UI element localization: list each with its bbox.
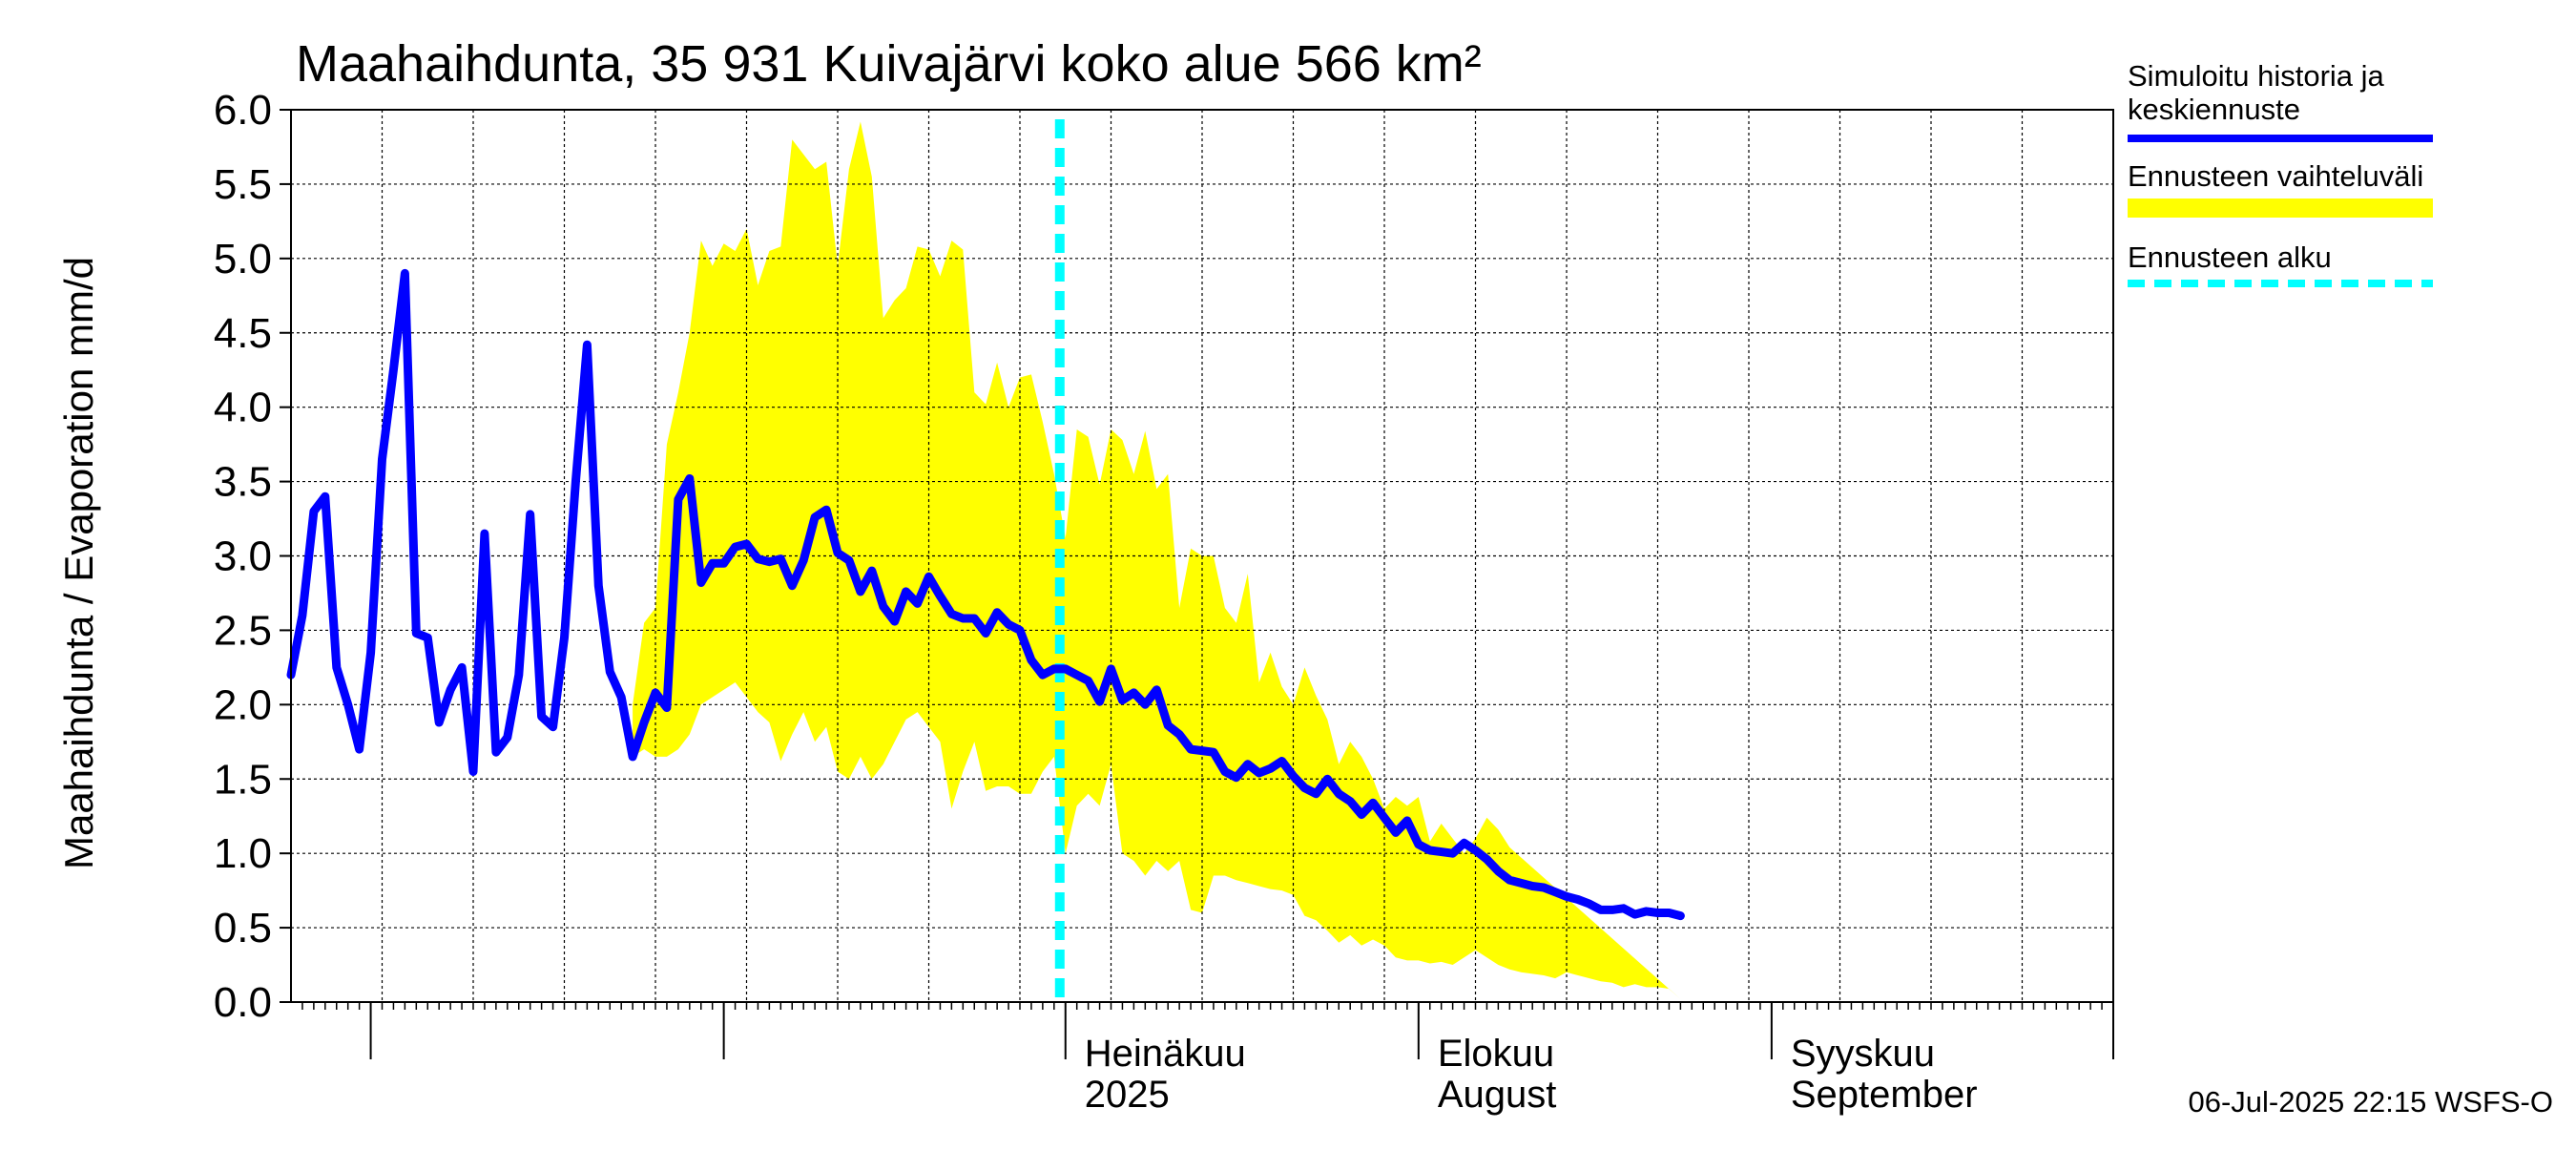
y-tick-label: 3.5 [214, 459, 272, 506]
legend-label: Simuloitu historia ja [2128, 59, 2385, 93]
legend-swatch-band [2128, 199, 2433, 218]
legend-label: keskiennuste [2128, 93, 2300, 126]
series-line-simulated-history-and-mean-forecast [286, 268, 1685, 921]
x-month-label: September [1791, 1074, 1978, 1116]
axes-layer [280, 109, 2114, 1059]
forecast-range-band [633, 121, 1681, 999]
y-tick-label: 2.5 [214, 607, 272, 654]
y-tick-label: 5.5 [214, 161, 272, 208]
chart-title: Maahaihdunta, 35 931 Kuivajärvi koko alu… [296, 35, 1482, 93]
legend-label: Ennusteen vaihteluväli [2128, 159, 2423, 193]
forecast-range-band-layer [633, 121, 1681, 999]
y-tick-label: 0.0 [214, 979, 272, 1026]
y-tick-label: 0.5 [214, 905, 272, 951]
timestamp: 06-Jul-2025 22:15 WSFS-O [2188, 1085, 2553, 1119]
grid-layer [291, 110, 2113, 1002]
y-tick-label: 1.0 [214, 830, 272, 877]
y-tick-label: 4.5 [214, 310, 272, 357]
x-month-label: 2025 [1085, 1074, 1170, 1116]
x-month-label: Syyskuu [1791, 1033, 1935, 1075]
y-tick-label: 5.0 [214, 236, 272, 282]
x-month-label: August [1438, 1074, 1557, 1116]
y-axis-label: Maahaihdunta / Evaporation mm/d [56, 257, 101, 869]
y-tick-label: 3.0 [214, 533, 272, 580]
y-tick-label: 6.0 [214, 87, 272, 134]
plot-frame [290, 109, 2114, 1003]
legend-label: Ennusteen alku [2128, 240, 2332, 274]
y-tick-label: 2.0 [214, 681, 272, 728]
y-tick-label: 1.5 [214, 756, 272, 803]
y-tick-label: 4.0 [214, 385, 272, 431]
x-month-label: Heinäkuu [1085, 1033, 1246, 1075]
series-layer [286, 268, 1685, 921]
x-month-label: Elokuu [1438, 1033, 1554, 1075]
text-layer: Maahaihdunta, 35 931 Kuivajärvi koko alu… [56, 35, 2553, 1119]
